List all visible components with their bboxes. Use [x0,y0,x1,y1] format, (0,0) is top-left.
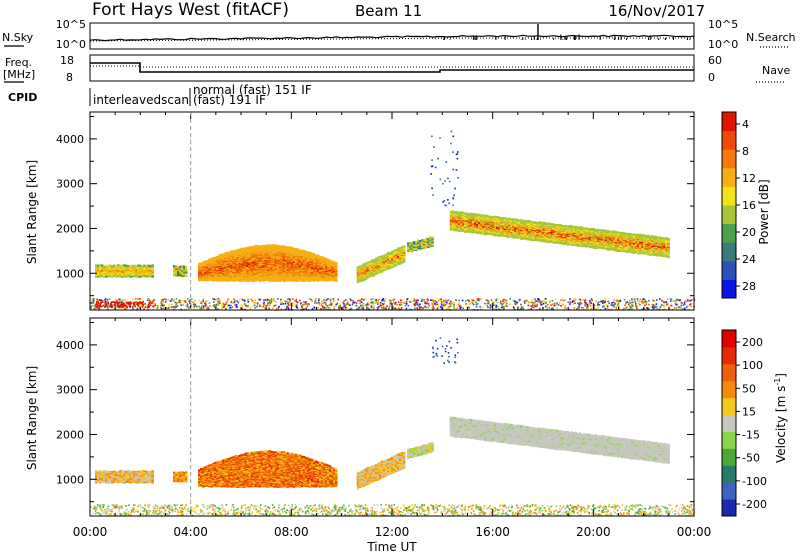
date-label: 16/Nov/2017 [608,2,705,20]
cpid-entry-interleaved: interleavedscan [93,93,189,107]
freq-left-tick-top: 18 [60,54,74,67]
noise-left-label: N.Sky [2,31,34,44]
radar-figure: Fort Hays West (fitACF) Beam 11 16/Nov/2… [0,0,800,554]
cpid-entry-fast: (fast) 191 IF [193,93,266,107]
freq-label-line2: [MHz] [3,68,35,81]
scatter-cell [151,264,153,266]
station-title: Fort Hays West (fitACF) [92,0,289,20]
freq-left-tick-bottom: 8 [66,71,73,84]
cpid-label: CPID [8,91,37,104]
noise-left-tick-bottom: 10^0 [56,38,86,51]
noise-panel: N.Sky 10^5 10^0 10^5 10^0 N.Search [2,18,796,51]
scatter-cell [232,251,234,253]
scatter-cell [173,265,175,267]
noise-left-tick-top: 10^5 [56,18,86,31]
noise-right-tick-top: 10^5 [708,18,738,31]
scatter-cell [97,265,99,267]
scatter-cell [173,272,175,274]
noise-right-tick-bottom: 10^0 [708,38,738,51]
scatter-cell [202,262,204,264]
freq-right-tick-top: 60 [708,54,722,67]
cpid-panel: CPID interleavedscan normal (fast) 151 I… [8,83,312,107]
power-data [90,131,695,311]
nave-line [90,66,694,67]
noise-right-label: N.Search [746,31,796,44]
scatter-cell [111,265,113,267]
scatter-cell [127,265,129,267]
scatter-cell [185,266,187,268]
beam-label: Beam 11 [355,2,422,20]
freq-right-tick-bottom: 0 [708,71,715,84]
scatter-cell [216,256,218,258]
freq-panel-frame [90,55,694,81]
scatter-cell [141,265,143,267]
freq-panel: Freq. [MHz] 18 8 60 0 Nave [3,54,790,84]
nave-label: Nave [762,64,790,77]
